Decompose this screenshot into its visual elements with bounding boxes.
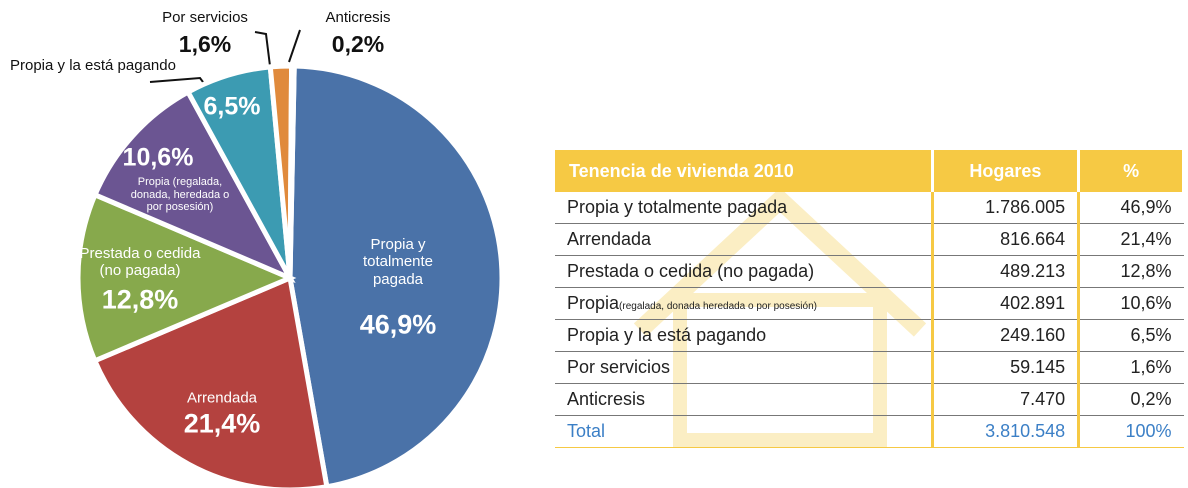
- row-label-text: Propia y totalmente pagada: [567, 197, 787, 217]
- slice-value: 1,6%: [179, 31, 231, 57]
- hogares-cell: 402.891: [932, 288, 1079, 320]
- column-header: Hogares: [932, 150, 1079, 192]
- hogares-cell: 3.810.548: [932, 416, 1079, 448]
- slice-value: 10,6%: [123, 144, 194, 173]
- row-label-text: Propia y la está pagando: [567, 325, 766, 345]
- column-header: Tenencia de vivienda 2010: [555, 150, 932, 192]
- row-label: Por servicios: [555, 352, 932, 384]
- row-label: Arrendada: [555, 224, 932, 256]
- slice-name: Propia y totalmente pagada: [343, 236, 453, 288]
- pct-cell: 21,4%: [1079, 224, 1184, 256]
- leader-line: [289, 30, 300, 62]
- row-label: Propia y totalmente pagada: [555, 192, 932, 224]
- row-note: (regalada, donada heredada o por posesió…: [619, 301, 817, 312]
- row-label: Prestada o cedida (no pagada): [555, 256, 932, 288]
- row-label: Anticresis: [555, 384, 932, 416]
- hogares-cell: 816.664: [932, 224, 1079, 256]
- pct-cell: 10,6%: [1079, 288, 1184, 320]
- row-label-text: Propia: [567, 293, 619, 313]
- leader-line: [255, 32, 270, 66]
- hogares-cell: 489.213: [932, 256, 1079, 288]
- slice-name: Propia (regalada, donada, heredada o por…: [125, 176, 235, 214]
- table-row: Propia(regalada, donada heredada o por p…: [555, 288, 1184, 320]
- row-label: Propia y la está pagando: [555, 320, 932, 352]
- pct-cell: 100%: [1079, 416, 1184, 448]
- column-header: %: [1079, 150, 1184, 192]
- row-label-text: Total: [567, 421, 605, 441]
- hogares-cell: 7.470: [932, 384, 1079, 416]
- page: Tenencia de vivienda 2010Hogares% Propia…: [0, 0, 1188, 488]
- slice-value: 6,5%: [204, 93, 261, 122]
- slice-name: Prestada o cedida (no pagada): [73, 245, 208, 280]
- pct-cell: 6,5%: [1079, 320, 1184, 352]
- slice-name: Arrendada: [157, 389, 287, 406]
- pct-cell: 12,8%: [1079, 256, 1184, 288]
- pct-cell: 1,6%: [1079, 352, 1184, 384]
- slice-name: Propia y la está pagando: [10, 58, 185, 75]
- row-label-text: Anticresis: [567, 389, 645, 409]
- hogares-cell: 59.145: [932, 352, 1079, 384]
- slice-value: 0,2%: [332, 31, 384, 57]
- hogares-cell: 1.786.005: [932, 192, 1079, 224]
- pct-cell: 0,2%: [1079, 384, 1184, 416]
- slice-name: Anticresis: [308, 10, 408, 27]
- row-label-text: Arrendada: [567, 229, 651, 249]
- slice-name: Por servicios: [145, 10, 265, 27]
- slice-value: 46,9%: [360, 309, 437, 340]
- row-label-text: Por servicios: [567, 357, 670, 377]
- row-label-text: Prestada o cedida (no pagada): [567, 261, 814, 281]
- pct-cell: 46,9%: [1079, 192, 1184, 224]
- row-label: Propia(regalada, donada heredada o por p…: [555, 288, 932, 320]
- slice-value: 21,4%: [184, 408, 261, 439]
- hogares-cell: 249.160: [932, 320, 1079, 352]
- slice-value: 12,8%: [102, 284, 179, 315]
- row-label: Total: [555, 416, 932, 448]
